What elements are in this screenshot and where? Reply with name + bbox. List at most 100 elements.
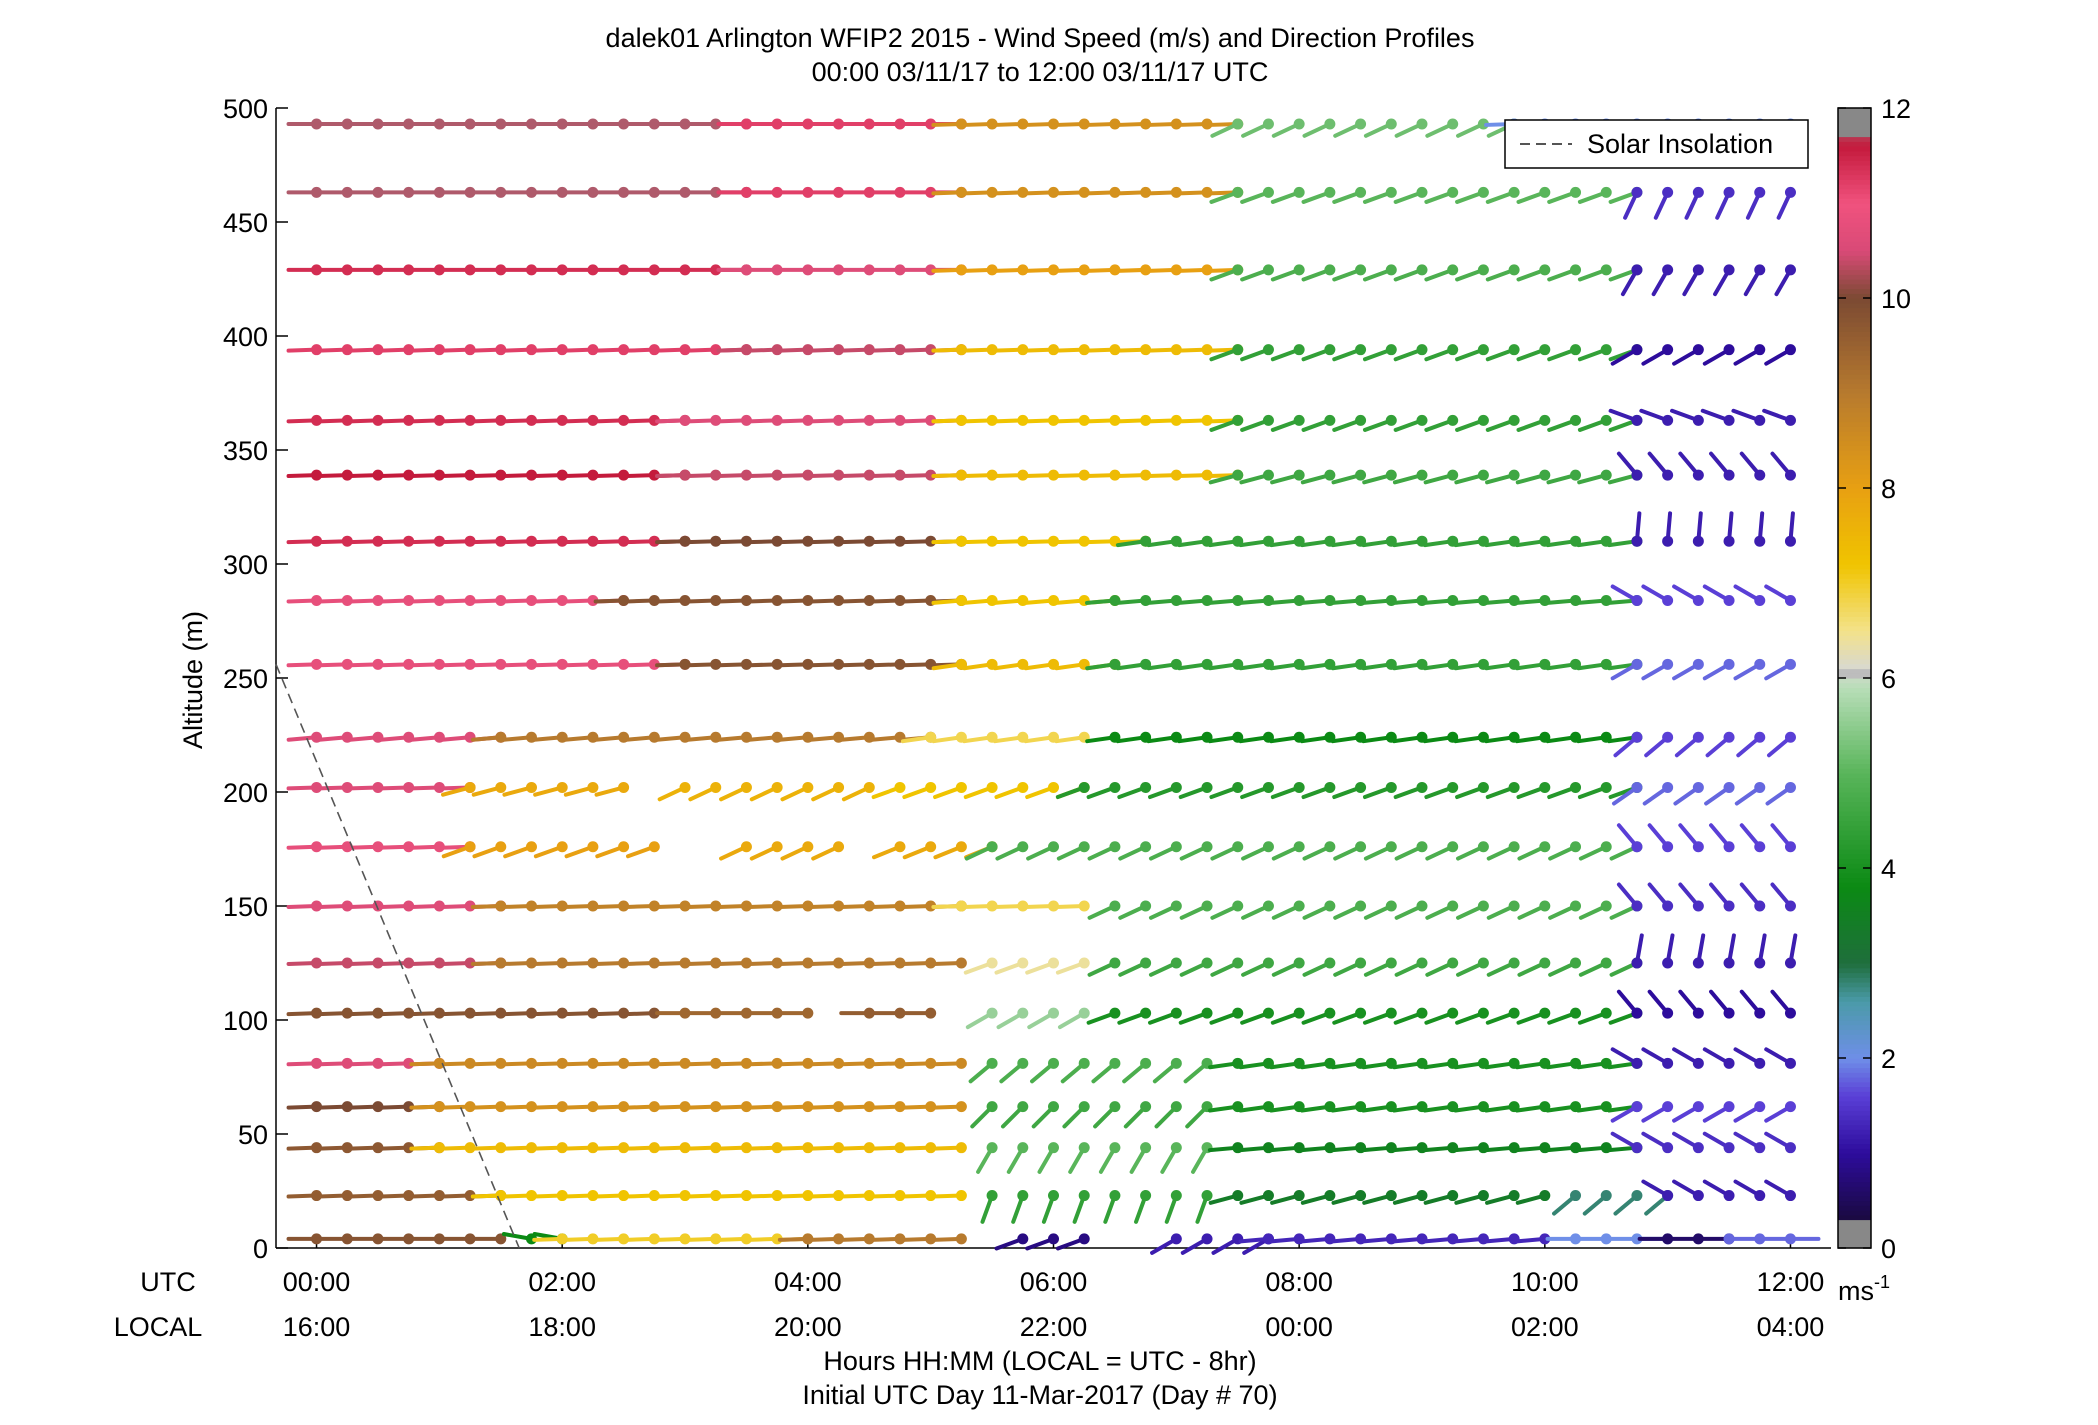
wind-barb-point bbox=[1048, 781, 1059, 793]
colorbar-band bbox=[1838, 811, 1871, 817]
colorbar-band bbox=[1838, 1034, 1871, 1040]
colorbar-band bbox=[1838, 350, 1871, 356]
wind-barb-point bbox=[1201, 1190, 1213, 1202]
wind-barb-point bbox=[1078, 841, 1090, 853]
wind-barb-point bbox=[1570, 781, 1582, 793]
wind-barb-point bbox=[802, 781, 814, 793]
wind-barb-point bbox=[1754, 1190, 1766, 1202]
wind-barb-point bbox=[403, 264, 415, 276]
wind-barb-point bbox=[1508, 1007, 1520, 1019]
wind-barb-point bbox=[1447, 957, 1459, 969]
colorbar-band bbox=[1838, 692, 1871, 698]
colorbar-band bbox=[1838, 630, 1871, 636]
wind-barb-point bbox=[1508, 900, 1520, 912]
colorbar-band bbox=[1838, 720, 1871, 727]
wind-barb-point bbox=[1109, 781, 1121, 793]
colorbar-band bbox=[1838, 1210, 1871, 1216]
wind-barb-point bbox=[1662, 841, 1674, 853]
wind-barb-point bbox=[1631, 264, 1643, 276]
colorbar-band bbox=[1838, 1143, 1871, 1149]
wind-barb-point bbox=[1539, 957, 1551, 969]
colorbar-band bbox=[1838, 302, 1871, 309]
colorbar-band bbox=[1838, 868, 1871, 874]
colorbar-band bbox=[1838, 1091, 1871, 1097]
colorbar-band bbox=[1838, 882, 1871, 888]
colorbar-band bbox=[1838, 255, 1871, 261]
colorbar-band bbox=[1838, 421, 1871, 427]
wind-barb-point bbox=[1631, 731, 1643, 743]
wind-barb-point bbox=[648, 264, 660, 276]
colorbar-band bbox=[1838, 478, 1871, 484]
wind-barb-point bbox=[1078, 781, 1090, 793]
wind-barb-point bbox=[495, 1233, 507, 1245]
wind-barb-point bbox=[1692, 1190, 1704, 1202]
colorbar-band bbox=[1838, 464, 1871, 470]
x-row-label-utc: UTC bbox=[140, 1267, 196, 1297]
colorbar-band bbox=[1838, 716, 1871, 722]
wind-barb-point bbox=[679, 1007, 691, 1019]
colorbar-band bbox=[1838, 796, 1871, 803]
wind-barb-point bbox=[1048, 1007, 1059, 1019]
wind-barb-point bbox=[1754, 414, 1766, 426]
colorbar-band bbox=[1838, 1219, 1871, 1225]
colorbar-band bbox=[1838, 678, 1871, 684]
colorbar-band bbox=[1838, 744, 1871, 750]
wind-barb-point bbox=[1170, 1233, 1182, 1245]
wind-barb-point bbox=[771, 781, 783, 793]
barb-row bbox=[286, 1179, 1796, 1224]
colorbar-band bbox=[1838, 241, 1871, 247]
wind-barb-point bbox=[464, 186, 476, 198]
wind-barb-point bbox=[955, 1233, 967, 1245]
wind-barb-point bbox=[1232, 469, 1244, 481]
colorbar-band bbox=[1838, 1224, 1871, 1230]
barb-row bbox=[286, 1232, 1821, 1255]
wind-barb-point bbox=[525, 118, 537, 130]
colorbar-band bbox=[1838, 963, 1871, 969]
wind-barb-point bbox=[1692, 841, 1704, 853]
barb-row bbox=[286, 408, 1796, 432]
plot-area: 0 50 100 150 200 250 300 350 400 450 500 bbox=[223, 94, 1831, 1264]
colorbar-band bbox=[1838, 801, 1871, 807]
wind-barb-point bbox=[1631, 900, 1643, 912]
wind-barb-point bbox=[1723, 731, 1735, 743]
wind-barb-point bbox=[1385, 781, 1397, 793]
wind-barb-point bbox=[771, 1007, 783, 1019]
y-tick-label: 150 bbox=[223, 892, 268, 922]
colorbar-band bbox=[1838, 773, 1871, 779]
wind-barb-point bbox=[894, 118, 906, 130]
wind-barb-point bbox=[1447, 186, 1459, 198]
wind-barb-point bbox=[894, 841, 906, 853]
wind-barb-point bbox=[1170, 1190, 1182, 1202]
colorbar-band bbox=[1838, 1115, 1871, 1121]
wind-barb-point bbox=[1570, 414, 1582, 426]
barb-row bbox=[286, 1047, 1796, 1084]
wind-barb-point bbox=[1324, 414, 1336, 426]
wind-barb-point bbox=[1508, 186, 1520, 198]
wind-barb-point bbox=[1539, 781, 1551, 793]
wind-barb-point bbox=[1262, 957, 1274, 969]
wind-barb-point bbox=[1355, 841, 1367, 853]
colorbar-band bbox=[1838, 369, 1871, 375]
wind-barb-point bbox=[1784, 186, 1796, 198]
wind-barb-point bbox=[1784, 731, 1796, 743]
wind-barb-point bbox=[863, 118, 875, 130]
wind-barb-point bbox=[1017, 1057, 1029, 1069]
barb-row bbox=[286, 344, 1796, 366]
wind-barb-point bbox=[1447, 469, 1459, 481]
wind-barb-point bbox=[1723, 469, 1735, 481]
x-tick-label-utc: 04:00 bbox=[774, 1267, 842, 1297]
wind-barb-point bbox=[1784, 1142, 1796, 1154]
wind-barb-point bbox=[1262, 264, 1274, 276]
colorbar-band bbox=[1838, 1043, 1871, 1050]
colorbar-band bbox=[1838, 1129, 1871, 1135]
colorbar-band bbox=[1838, 1010, 1871, 1016]
colorbar-band bbox=[1838, 1167, 1871, 1173]
wind-barb-point bbox=[1262, 186, 1274, 198]
wind-barb-point bbox=[618, 841, 630, 853]
colorbar-band bbox=[1838, 117, 1871, 123]
wind-barb-point bbox=[1170, 841, 1182, 853]
colorbar-band bbox=[1838, 768, 1871, 774]
wind-barb-point bbox=[1570, 344, 1582, 356]
wind-barb-point bbox=[802, 841, 814, 853]
colorbar-band bbox=[1838, 165, 1871, 171]
